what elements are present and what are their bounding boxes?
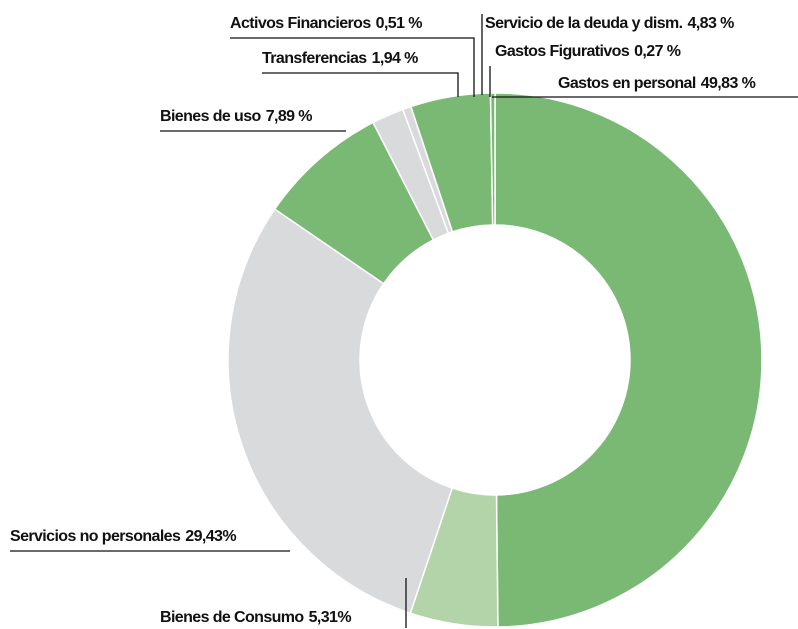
category-name: Gastos Figurativos xyxy=(495,43,630,60)
slice xyxy=(489,92,496,226)
value-label: 5,31% xyxy=(309,609,352,626)
slice-label: Bienes de Consumo 5,31% xyxy=(160,609,351,626)
slice-label: Gastos Figurativos 0,27 % xyxy=(495,43,681,60)
value-label: 49,83 % xyxy=(701,75,756,92)
value-label: 4,83 % xyxy=(688,15,735,32)
value-label: 0,27 % xyxy=(634,43,681,60)
category-name: Transferencias xyxy=(262,50,367,67)
slice xyxy=(494,92,763,628)
slice-label: Servicios no personales 29,43% xyxy=(10,528,236,545)
slice-label: Activos Financieros 0,51 % xyxy=(230,15,422,32)
category-name: Activos Financieros xyxy=(230,15,371,32)
category-name: Gastos en personal xyxy=(558,75,696,92)
slice xyxy=(227,208,454,615)
value-label: 0,51 % xyxy=(376,15,423,32)
category-name: Servicio de la deuda y dism. xyxy=(485,15,683,32)
category-name: Servicios no personales xyxy=(10,528,181,545)
leader-line xyxy=(230,37,475,97)
category-name: Bienes de Consumo xyxy=(160,609,304,626)
slices xyxy=(227,92,763,628)
leader-line xyxy=(262,72,459,97)
slice-label: Bienes de uso 7,89 % xyxy=(160,108,312,125)
category-name: Bienes de uso xyxy=(160,108,262,125)
value-label: 29,43% xyxy=(185,528,236,545)
value-label: 7,89 % xyxy=(266,108,313,125)
slice-label: Servicio de la deuda y dism. 4,83 % xyxy=(485,15,734,32)
labels: Gastos en personal 49,83 % Bienes de Consu… xyxy=(10,14,798,628)
slice-label: Transferencias 1,94 % xyxy=(262,50,418,67)
slice-label: Gastos en personal 49,83 % xyxy=(558,75,756,92)
value-label: 1,94 % xyxy=(372,50,419,67)
